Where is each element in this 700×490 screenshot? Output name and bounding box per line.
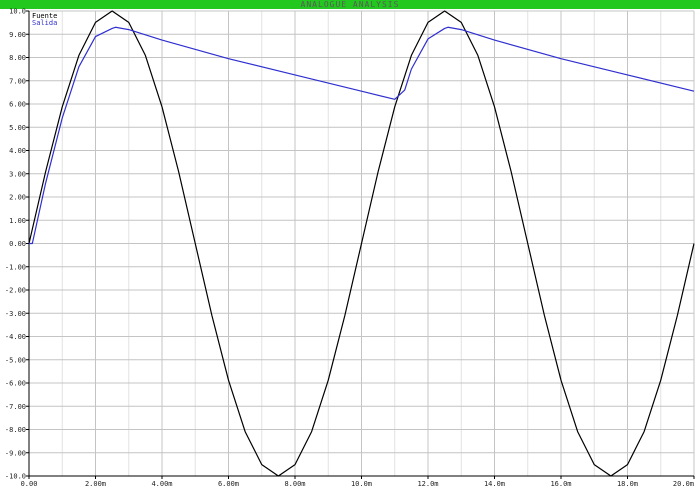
- x-tick-label: 16.0m: [550, 480, 571, 488]
- series-group: [28, 10, 695, 477]
- x-tick-label: 14.0m: [484, 480, 505, 488]
- y-tick-label: 1.00: [9, 217, 26, 225]
- x-tick-label: 12.0m: [417, 480, 438, 488]
- x-tick-label: 8.00m: [284, 480, 305, 488]
- axes: 10.0 9.00 8.00 7.00 6.00 5.00 4.00 3.00 2.00 1.00…: [5, 8, 695, 488]
- x-tick-label: 18.0m: [617, 480, 638, 488]
- y-tick-label: -1.00: [5, 263, 26, 271]
- y-tick-label: 2.00: [9, 194, 26, 202]
- y-tick-label: 9.00: [9, 31, 26, 39]
- y-tick-label: -5.00: [5, 356, 26, 364]
- x-tick-label: 6.00m: [218, 480, 239, 488]
- legend-entry-salida: Salida: [32, 19, 57, 27]
- y-tick-label: -7.00: [5, 403, 26, 411]
- x-tick-label: 2.00m: [85, 480, 106, 488]
- x-tick-label: 4.00m: [151, 480, 172, 488]
- y-tick-label: -3.00: [5, 310, 26, 318]
- y-tick-label: -9.00: [5, 449, 26, 457]
- series-line-salida: [29, 26, 695, 245]
- graph-title-bar[interactable]: ANALOGUE ANALYSIS: [0, 0, 700, 9]
- y-tick-label: 4.00: [9, 147, 26, 155]
- legend-entry-fuente: Fuente: [32, 12, 57, 20]
- y-tick-label: -10.0: [5, 473, 26, 481]
- x-tick-label: 0.00: [21, 480, 38, 488]
- y-tick-label: 8.00: [9, 54, 26, 62]
- x-tick-label: 20.0m: [673, 480, 694, 488]
- y-tick-label: 10.0: [9, 8, 26, 16]
- x-tick-label: 10.0m: [351, 480, 372, 488]
- y-tick-label: 6.00: [9, 101, 26, 109]
- y-tick-label: -6.00: [5, 380, 26, 388]
- y-tick-label: -4.00: [5, 333, 26, 341]
- y-tick-label: 7.00: [9, 77, 26, 85]
- y-tick-label: -2.00: [5, 287, 26, 295]
- y-tick-label: 3.00: [9, 170, 26, 178]
- y-tick-label: 5.00: [9, 124, 26, 132]
- y-tick-label: -8.00: [5, 426, 26, 434]
- y-tick-label: 0.00: [9, 240, 26, 248]
